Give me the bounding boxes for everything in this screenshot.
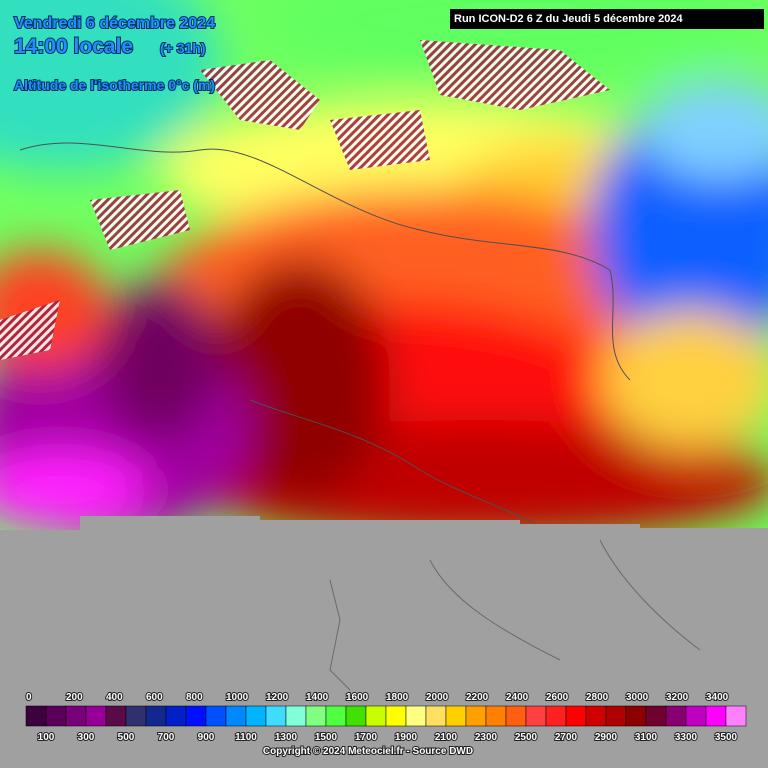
- field-map: [0, 0, 768, 530]
- legend-swatch: [165, 705, 187, 727]
- legend-swatch: [625, 705, 647, 727]
- legend-label: 2200: [466, 692, 489, 703]
- legend-swatch: [605, 705, 627, 727]
- legend-swatch: [345, 705, 367, 727]
- legend-swatch: [325, 705, 347, 727]
- parameter: Altitude de l'isotherme 0°c (m): [14, 77, 215, 93]
- legend-swatch: [685, 705, 707, 727]
- legend-label: 2100: [435, 732, 458, 743]
- legend-swatch: [185, 705, 207, 727]
- legend-swatch: [65, 705, 87, 727]
- legend-swatch: [225, 705, 247, 727]
- time: 14:00 locale: [14, 35, 133, 58]
- legend-label: 3300: [675, 732, 698, 743]
- legend-swatch: [425, 705, 447, 727]
- copyright: Copyright © 2024 Meteociel.fr - Source D…: [263, 746, 473, 757]
- legend-label: 1300: [275, 732, 298, 743]
- legend-label: 1100: [235, 732, 257, 743]
- legend-swatch: [365, 705, 387, 727]
- legend-label: 1900: [395, 732, 418, 743]
- legend-label: 800: [186, 692, 203, 703]
- legend-label: 900: [198, 732, 215, 743]
- legend-swatch: [305, 705, 327, 727]
- legend-label: 3100: [635, 732, 658, 743]
- legend-swatch: [665, 705, 687, 727]
- legend-swatch: [125, 705, 147, 727]
- legend-label: 1700: [355, 732, 378, 743]
- legend-swatch: [405, 705, 427, 727]
- legend-label: 2500: [515, 732, 538, 743]
- legend-label: 3500: [715, 732, 738, 743]
- legend-swatch: [85, 705, 107, 727]
- legend-swatch: [25, 705, 47, 727]
- legend-swatch: [705, 705, 727, 727]
- legend-swatch: [465, 705, 487, 727]
- legend-swatch: [525, 705, 547, 727]
- legend-label: 1000: [226, 692, 249, 703]
- legend-label: 300: [78, 732, 95, 743]
- legend-swatch: [645, 705, 667, 727]
- legend-swatch: [265, 705, 287, 727]
- legend-label: 2000: [426, 692, 449, 703]
- legend-label: 2800: [586, 692, 609, 703]
- legend-label: 1800: [386, 692, 409, 703]
- legend-swatch: [445, 705, 467, 727]
- legend-label: 0: [26, 692, 32, 703]
- legend-swatch: [585, 705, 607, 727]
- legend-swatch: [385, 705, 407, 727]
- legend-label: 1500: [315, 732, 338, 743]
- legend-label: 500: [118, 732, 135, 743]
- legend-label: 2400: [506, 692, 529, 703]
- legend-swatch: [505, 705, 527, 727]
- legend-swatch: [725, 705, 747, 727]
- run-box: [450, 9, 764, 29]
- legend-label: 2600: [546, 692, 569, 703]
- legend-label: 600: [146, 692, 163, 703]
- legend-label: 100: [38, 732, 55, 743]
- legend-label: 2700: [555, 732, 578, 743]
- legend-label: 700: [158, 732, 175, 743]
- legend-label: 200: [66, 692, 83, 703]
- legend-swatch: [205, 705, 227, 727]
- legend-swatch: [105, 705, 127, 727]
- offset: (+ 31h): [160, 40, 206, 56]
- date: Vendredi 6 décembre 2024: [14, 15, 215, 32]
- run-info: Run ICON-D2 6 Z du Jeudi 5 décembre 2024: [454, 13, 684, 25]
- legend-label: 3400: [706, 692, 729, 703]
- legend-swatch: [545, 705, 567, 727]
- legend-label: 3000: [626, 692, 649, 703]
- legend-label: 1600: [346, 692, 369, 703]
- legend-label: 2300: [475, 732, 498, 743]
- legend-label: 3200: [666, 692, 689, 703]
- legend-label: 2900: [595, 732, 618, 743]
- legend-label: 1400: [306, 692, 329, 703]
- legend-label: 400: [106, 692, 123, 703]
- legend-swatch: [45, 705, 67, 727]
- coastlines: [329, 539, 701, 691]
- color-legend: 0 100 200 300 400 500 600 700 800 900 1000 1100 1200…: [25, 691, 747, 744]
- legend-label: 1200: [266, 692, 289, 703]
- legend-swatch: [285, 705, 307, 727]
- legend-swatch: [485, 705, 507, 727]
- legend-swatch: [145, 705, 167, 727]
- legend-swatch: [245, 705, 267, 727]
- legend-swatch: [565, 705, 587, 727]
